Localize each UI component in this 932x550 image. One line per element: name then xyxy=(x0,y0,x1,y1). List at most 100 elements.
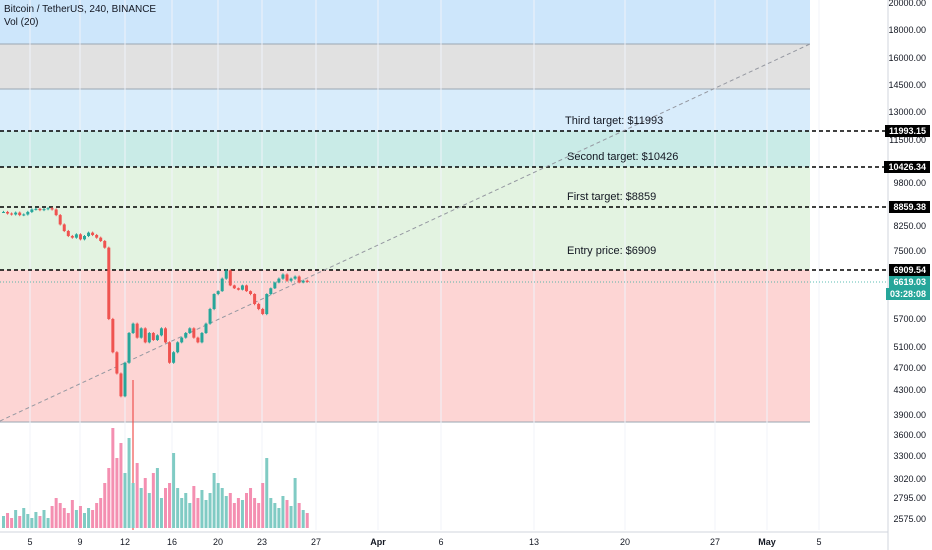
candle-body xyxy=(240,285,244,290)
time-tick-label: 13 xyxy=(528,537,540,547)
candle-body xyxy=(293,276,297,279)
candle-body xyxy=(18,212,22,216)
volume-bar xyxy=(172,453,176,528)
price-tick-label: 5700.00 xyxy=(893,314,926,324)
volume-bar xyxy=(281,496,285,528)
price-tick-label: 4700.00 xyxy=(893,363,926,373)
volume-bar xyxy=(46,518,50,528)
price-tick-label: 4300.00 xyxy=(893,385,926,395)
price-tick-label: 3020.00 xyxy=(893,474,926,484)
loss-zone xyxy=(0,270,810,422)
candle-body xyxy=(261,309,265,314)
volume-bar xyxy=(143,478,147,528)
first-target-price-tag: 8859.38 xyxy=(889,201,930,213)
target-zone-gray xyxy=(0,44,810,89)
target-zone-blue xyxy=(0,89,810,131)
volume-bar xyxy=(269,498,273,528)
volume-bar xyxy=(301,510,305,528)
time-tick-label: 23 xyxy=(256,537,268,547)
volume-bar xyxy=(305,513,309,528)
volume-bar xyxy=(91,510,95,528)
volume-bar xyxy=(83,513,86,528)
volume-indicator-label[interactable]: Vol (20) xyxy=(4,17,39,28)
time-tick-label: 5 xyxy=(816,537,822,547)
candle-body xyxy=(172,352,176,363)
volume-bar xyxy=(265,458,269,528)
volume-bar xyxy=(103,483,107,528)
volume-bar xyxy=(22,508,26,528)
candle-body xyxy=(127,333,131,363)
volume-bar xyxy=(26,514,30,528)
candle-body xyxy=(159,328,163,336)
volume-bar xyxy=(240,500,244,528)
candle-body xyxy=(289,278,293,281)
price-tick-label: 9800.00 xyxy=(893,178,926,188)
candle-body xyxy=(135,323,139,338)
candle-body xyxy=(95,235,99,238)
candle-body xyxy=(265,294,269,314)
price-tick-label: 5100.00 xyxy=(893,342,926,352)
volume-bar xyxy=(192,486,196,528)
entry-price-tag: 6909.54 xyxy=(889,264,930,276)
volume-bar xyxy=(74,510,78,528)
volume-bar xyxy=(216,483,220,528)
price-tick-label: 7500.00 xyxy=(893,246,926,256)
candle-body xyxy=(281,274,285,279)
volume-bar xyxy=(236,498,240,528)
candle-body xyxy=(115,352,119,374)
time-tick-label: 12 xyxy=(119,537,131,547)
symbol-title[interactable]: Bitcoin / TetherUS, 240, BINANCE xyxy=(4,4,157,15)
second-target-zone xyxy=(0,131,810,167)
volume-bar xyxy=(95,503,99,528)
volume-bar xyxy=(62,508,66,528)
volume-bar xyxy=(147,493,151,528)
second-target-label: Second target: $10426 xyxy=(567,151,679,163)
candle-body xyxy=(74,234,78,238)
volume-bar xyxy=(297,503,301,528)
candle-body xyxy=(143,328,147,343)
candle-body xyxy=(200,333,204,343)
candle-body xyxy=(184,333,188,338)
price-tick-label: 2795.00 xyxy=(893,493,926,503)
price-tick-label: 11500.00 xyxy=(889,135,926,145)
candle-body xyxy=(62,224,66,231)
chart-legend: Bitcoin / TetherUS, 240, BINANCE Vol (20… xyxy=(4,3,156,29)
volume-bar xyxy=(70,500,74,528)
price-tick-label: 14500.00 xyxy=(888,80,926,90)
candle-body xyxy=(277,278,281,283)
volume-bar xyxy=(196,498,200,528)
candle-body xyxy=(139,328,143,338)
price-tick-label: 13000.00 xyxy=(888,107,926,117)
volume-bar xyxy=(208,493,212,528)
volume-bar xyxy=(159,498,163,528)
volume-bar xyxy=(261,483,265,528)
volume-bar xyxy=(123,473,127,528)
volume-bar xyxy=(245,493,248,528)
candle-body xyxy=(78,234,82,240)
candle-body xyxy=(208,309,212,324)
volume-bar xyxy=(204,500,208,528)
time-tick-label: 27 xyxy=(310,537,322,547)
volume-bar xyxy=(38,516,42,528)
volume-bar xyxy=(107,468,111,528)
candle-body xyxy=(58,215,62,225)
volume-bar xyxy=(151,473,155,528)
time-tick-label: 27 xyxy=(709,537,721,547)
candle-body xyxy=(297,276,301,283)
candle-body xyxy=(131,323,135,333)
candle-body xyxy=(26,211,30,215)
first-target-label: First target: $8859 xyxy=(567,191,657,203)
volume-bar xyxy=(58,503,62,528)
candle-body xyxy=(285,274,289,281)
candle-body xyxy=(42,209,46,211)
volume-bar xyxy=(220,488,224,528)
candle-body xyxy=(236,288,240,290)
volume-bar xyxy=(168,483,172,528)
price-tick-label: 3300.00 xyxy=(893,451,926,461)
volume-bar xyxy=(164,488,167,528)
time-tick-label: 20 xyxy=(212,537,224,547)
candle-body xyxy=(83,236,86,240)
candle-body xyxy=(107,247,111,319)
